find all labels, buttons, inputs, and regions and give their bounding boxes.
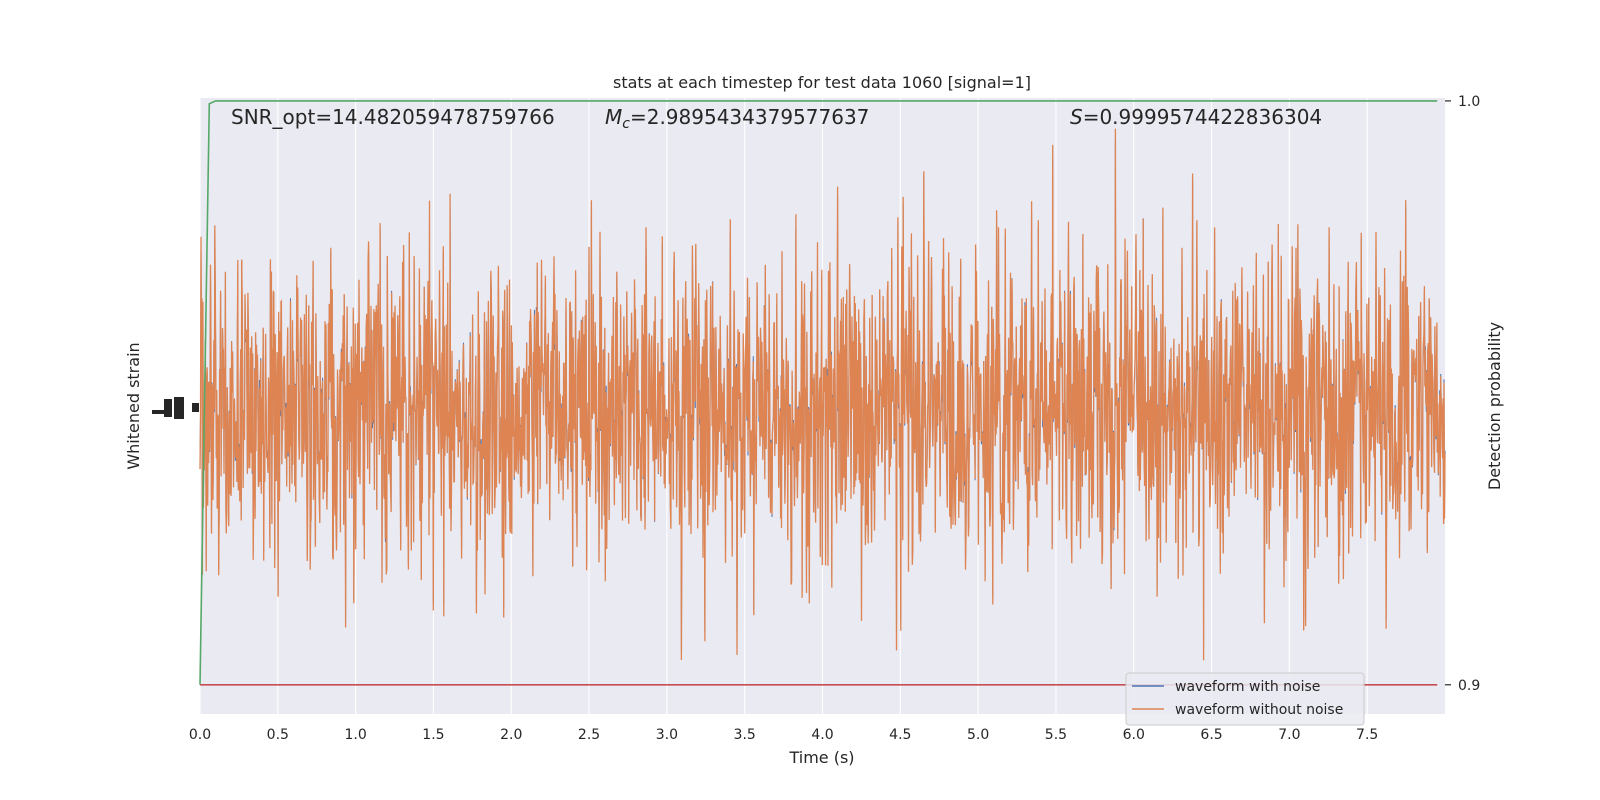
x-tick-label: 3.5 — [734, 727, 756, 743]
x-tick-label: 3.0 — [656, 727, 678, 743]
y-tick-label: 1.0 — [1458, 94, 1480, 110]
x-tick-label: 7.5 — [1356, 727, 1378, 743]
x-tick-label: 5.5 — [1045, 727, 1067, 743]
x-tick-label: 2.0 — [500, 727, 522, 743]
x-tick-label: 6.0 — [1123, 727, 1145, 743]
legend-box — [1125, 672, 1365, 726]
x-tick-label: 7.0 — [1278, 727, 1300, 743]
x-ticks: 0.0 0.5 1.0 1.5 2.0 2.5 3.0 3.5 4.0 4.5 5.0 5.5 6.0 6… — [189, 727, 1378, 743]
snr-annotation: SNR_opt=14.482059478759766 — [231, 105, 555, 129]
detection-probability-line — [199, 100, 1438, 685]
x-tick-label: 1.5 — [422, 727, 444, 743]
x-tick-label: 0.0 — [189, 727, 211, 743]
x-tick-label: 4.0 — [811, 727, 833, 743]
x-tick-label: 5.0 — [967, 727, 989, 743]
series-waveform-without-noise — [199, 128, 1446, 661]
legend-label-clean: waveform without noise — [1175, 702, 1343, 718]
clean-waveform-line — [199, 128, 1446, 661]
x-tick-label: 1.0 — [344, 727, 366, 743]
legend-label-noise: waveform with noise — [1175, 679, 1320, 695]
right-y-axis-label: Detection probability — [1485, 322, 1504, 490]
legend: waveform with noise waveform without noi… — [1125, 672, 1365, 726]
x-tick-label: 4.5 — [889, 727, 911, 743]
right-y-ticks: 0.9 1.0 — [1445, 94, 1480, 694]
x-tick-label: 6.5 — [1200, 727, 1222, 743]
score-annotation: S=0.9999574422836304 — [1070, 105, 1322, 129]
x-axis-label: Time (s) — [788, 748, 854, 767]
left-axis-artifact — [152, 397, 199, 419]
chirp-mass-annotation: Mc=2.9895434379577637 — [605, 105, 869, 132]
x-tick-label: 2.5 — [578, 727, 600, 743]
y-tick-label: 0.9 — [1458, 678, 1480, 694]
left-y-axis-label: Whitened strain — [124, 342, 143, 469]
x-tick-label: 0.5 — [267, 727, 289, 743]
chart-title: stats at each timestep for test data 106… — [613, 73, 1031, 92]
